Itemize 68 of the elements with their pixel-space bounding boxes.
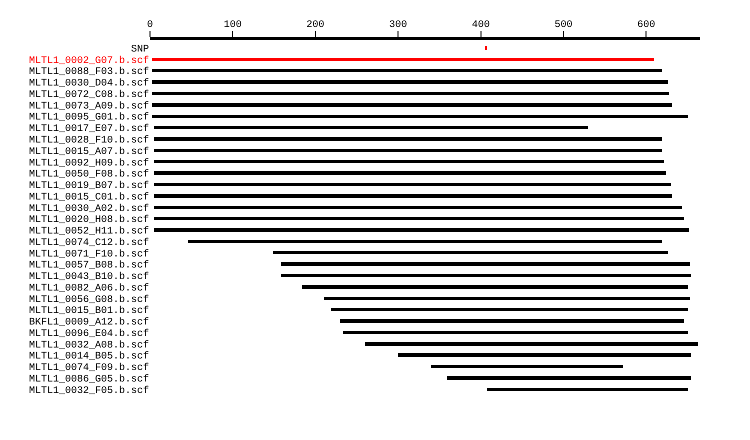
bar xyxy=(324,297,690,300)
y-tick-label: MLTL1_0071_F10.b.scf xyxy=(28,248,149,260)
bar xyxy=(302,285,688,289)
bar xyxy=(154,160,664,163)
y-tick-label: MLTL1_0014_B05.b.scf xyxy=(28,350,149,363)
y-tick-label: MLTL1_0032_A08.b.scf xyxy=(28,339,149,352)
y-tick-label: SNP xyxy=(130,44,149,56)
bar xyxy=(154,228,689,232)
bar xyxy=(154,171,666,175)
bar xyxy=(152,103,672,107)
y-tick-label: MLTL1_0019_B07.b.scf xyxy=(28,180,149,192)
bar xyxy=(154,206,682,209)
y-tick-label: MLTL1_0082_A06.b.scf xyxy=(28,282,149,294)
bar xyxy=(188,240,662,243)
y-tick-label: MLTL1_0092_H09.b.scf xyxy=(28,157,149,170)
x-tick-label: 300 xyxy=(389,20,408,31)
y-tick-label: MLTL1_0073_A09.b.scf xyxy=(28,100,149,112)
bar xyxy=(487,388,688,391)
y-tick-label: MLTL1_0015_B01.b.scf xyxy=(28,305,149,318)
bar xyxy=(431,365,623,368)
y-tick-label: MLTL1_0015_A07.b.scf xyxy=(28,146,149,158)
bar xyxy=(154,217,684,220)
bar xyxy=(365,342,698,346)
y-tick-label: MLTL1_0043_B10.b.scf xyxy=(28,271,149,284)
bar xyxy=(154,194,672,198)
y-tick-label: MLTL1_0088_F03.b.scf xyxy=(28,66,149,78)
x-tick-label: 100 xyxy=(224,20,242,31)
y-tick-label: MLTL1_0032_F05.b.scf xyxy=(28,384,149,397)
y-tick-label: MLTL1_0030_A02.b.scf xyxy=(28,202,149,215)
y-tick-label: MLTL1_0074_F09.b.scf xyxy=(28,362,149,374)
x-tick-label: 0 xyxy=(146,20,154,31)
bar xyxy=(152,58,654,61)
bar xyxy=(447,376,691,380)
bar xyxy=(152,115,688,118)
bar xyxy=(152,80,668,84)
bar xyxy=(154,183,671,186)
bar xyxy=(331,308,688,311)
y-tick-label: MLTL1_0074_C12.b.scf xyxy=(28,236,149,249)
y-tick-label: MLTL1_0028_F10.b.scf xyxy=(28,134,149,146)
bar xyxy=(398,353,691,357)
bar xyxy=(340,319,684,323)
y-tick-label: MLTL1_0057_B08.b.scf xyxy=(28,260,149,272)
y-tick-label: BKFL1_0009_A12.b.scf xyxy=(28,316,149,329)
y-tick-label: MLTL1_0015_C01.b.scf xyxy=(28,191,149,204)
bar xyxy=(154,126,588,129)
y-tick-label: MLTL1_0050_F08.b.scf xyxy=(28,168,149,181)
bar xyxy=(281,262,690,266)
y-tick-label: MLTL1_0002_G07.b.scf xyxy=(28,54,149,67)
y-tick-label: MLTL1_0017_E07.b.scf xyxy=(28,123,149,136)
y-tick-label: MLTL1_0030_D04.b.scf xyxy=(28,78,149,90)
bar xyxy=(273,251,668,254)
y-tick-label: MLTL1_0086_G05.b.scf xyxy=(28,373,149,386)
bar xyxy=(152,92,669,95)
x-tick-label: 400 xyxy=(472,20,490,31)
bar xyxy=(281,274,691,277)
y-tick-label: MLTL1_0052_H11.b.scf xyxy=(28,226,149,238)
y-tick-label: MLTL1_0096_E04.b.scf xyxy=(28,328,149,340)
x-tick-label: 600 xyxy=(637,20,656,31)
bar xyxy=(154,149,662,152)
y-tick-label: MLTL1_0095_G01.b.scf xyxy=(28,112,149,124)
y-tick-label: MLTL1_0020_H08.b.scf xyxy=(28,214,149,226)
bar xyxy=(152,69,662,72)
y-tick-label: MLTL1_0056_G08.b.scf xyxy=(28,294,149,306)
x-tick-label: 500 xyxy=(554,20,573,31)
y-tick-label: MLTL1_0072_C08.b.scf xyxy=(28,88,149,101)
x-tick-label: 200 xyxy=(306,20,324,31)
bar xyxy=(154,137,662,141)
bar xyxy=(343,331,688,334)
